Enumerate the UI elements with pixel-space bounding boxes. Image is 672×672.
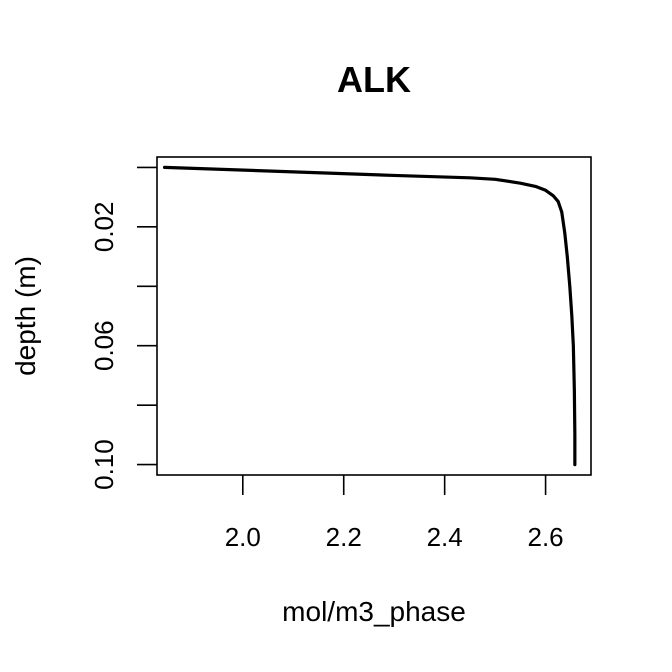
chart-title: ALK <box>337 59 411 100</box>
x-tick-label: 2.4 <box>427 522 463 552</box>
y-tick-label: 0.02 <box>89 202 119 253</box>
y-tick-label: 0.10 <box>89 439 119 490</box>
y-axis-label: depth (m) <box>10 256 41 376</box>
x-axis-label: mol/m3_phase <box>282 596 466 627</box>
y-tick-label: 0.06 <box>89 320 119 371</box>
y-axis-ticks: 0.02 0.06 0.10 <box>89 166 157 490</box>
x-tick-label: 2.0 <box>225 522 261 552</box>
alk-profile-line <box>162 165 577 467</box>
x-tick-label: 2.6 <box>528 522 564 552</box>
plot-frame <box>156 156 592 476</box>
x-tick-label: 2.2 <box>326 522 362 552</box>
x-axis-ticks: 2.0 2.2 2.4 2.6 <box>225 475 564 552</box>
